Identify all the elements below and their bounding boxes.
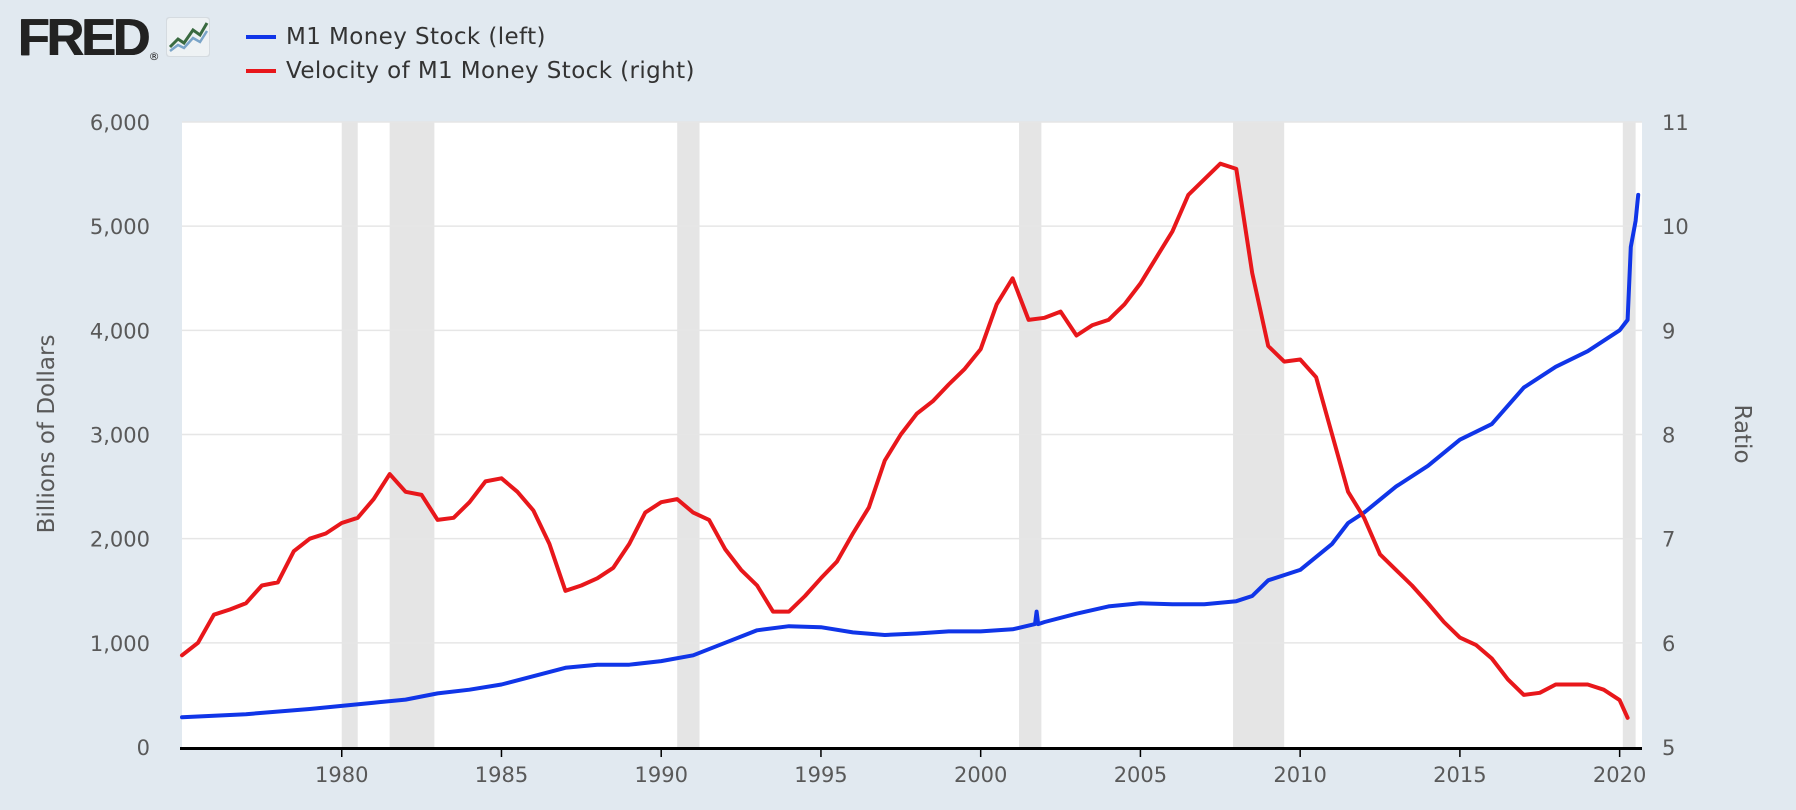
y-left-tick-label: 2,000 [90, 528, 150, 552]
y-left-tick-label: 5,000 [90, 215, 150, 239]
x-tick-label: 2000 [954, 763, 1007, 787]
x-tick-label: 2005 [1114, 763, 1167, 787]
y-left-tick-label: 3,000 [90, 424, 150, 448]
y-right-tick-label: 11 [1662, 111, 1689, 135]
legend-swatch-velocity [246, 69, 276, 73]
legend-swatch-m1 [246, 35, 276, 39]
legend-item-velocity[interactable]: Velocity of M1 Money Stock (right) [246, 54, 695, 88]
x-tick-label: 1995 [794, 763, 847, 787]
y-left-tick-label: 4,000 [90, 319, 150, 343]
y-right-axis-label: Ratio [1729, 404, 1755, 463]
legend-label-m1: M1 Money Stock (left) [286, 24, 546, 50]
y-right-tick-label: 5 [1662, 736, 1675, 760]
fred-logo[interactable]: FRED ® [18, 12, 210, 64]
y-right-tick-label: 6 [1662, 632, 1675, 656]
chart-legend: M1 Money Stock (left) Velocity of M1 Mon… [246, 20, 695, 88]
x-tick-label: 1990 [634, 763, 687, 787]
logo-text: FRED [18, 9, 151, 67]
y-right-tick-label: 10 [1662, 215, 1689, 239]
registered-mark: ® [148, 50, 160, 63]
y-left-tick-label: 0 [137, 736, 150, 760]
y-left-tick-label: 6,000 [90, 111, 150, 135]
x-tick-label: 1985 [475, 763, 528, 787]
series-line-velocity[interactable] [180, 161, 1630, 720]
series-line-m1[interactable] [180, 192, 1641, 720]
legend-label-velocity: Velocity of M1 Money Stock (right) [286, 58, 695, 84]
y-right-tick-label: 9 [1662, 319, 1675, 343]
legend-item-m1[interactable]: M1 Money Stock (left) [246, 20, 695, 54]
x-tick-label: 2015 [1433, 763, 1486, 787]
y-right-tick-label: 7 [1662, 528, 1675, 552]
y-left-axis-label: Billions of Dollars [34, 335, 60, 534]
y-right-tick-label: 8 [1662, 424, 1675, 448]
x-tick-label: 2020 [1593, 763, 1646, 787]
y-left-tick-label: 1,000 [90, 632, 150, 656]
chart-line-icon [165, 17, 210, 61]
x-tick-label: 2010 [1273, 763, 1326, 787]
x-tick-label: 1980 [315, 763, 368, 787]
